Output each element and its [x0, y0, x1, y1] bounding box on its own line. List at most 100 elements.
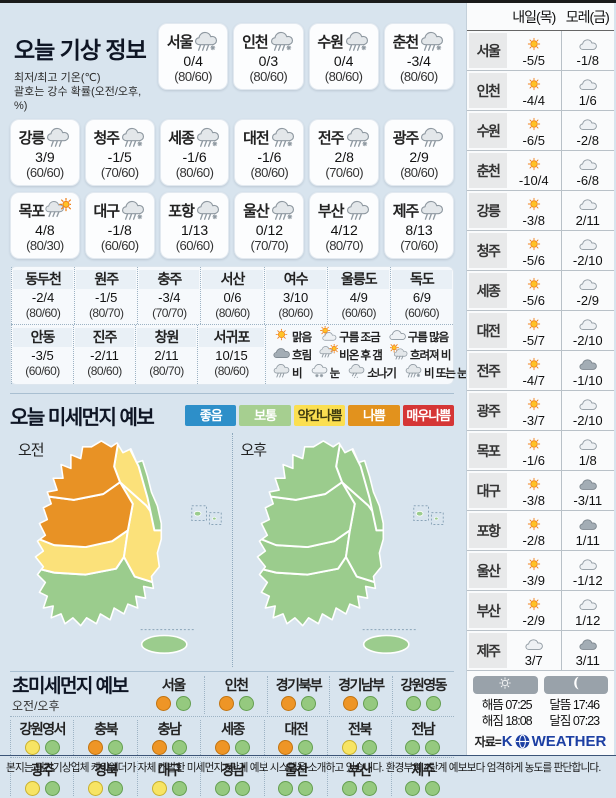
city-temp: -3/5 — [31, 348, 54, 363]
legend-item: 구름 많음 — [388, 326, 449, 348]
city-name: 대구 — [469, 473, 507, 508]
city-temp: 0/4 — [183, 53, 203, 69]
moonrise-time: 달뜸 17:46 — [549, 698, 600, 712]
precip-probability: (60/60) — [404, 306, 440, 320]
korea-dust-map — [256, 440, 444, 654]
ulleungdo-dokdo-inset — [191, 505, 222, 525]
am-dust-dot — [405, 740, 421, 755]
day-after-temp: -2/9 — [576, 292, 599, 308]
am-dust-dot — [214, 781, 230, 796]
legend-item: 비온 후 갬 — [319, 343, 383, 366]
city-temp: -2/11 — [90, 348, 119, 363]
precip-probability: (60/60) — [25, 364, 60, 378]
tomorrow-temp: -3/8 — [522, 492, 545, 508]
city-name: 여수 — [265, 270, 326, 289]
precip-probability: (80/60) — [249, 69, 288, 84]
ultrafine-region-cell: 대전 — [263, 720, 327, 755]
city-name: 제주 — [469, 633, 507, 668]
weather-icon — [577, 115, 599, 133]
precip-probability: (80/60) — [250, 165, 289, 180]
weather-icon — [419, 29, 445, 53]
precip-probability: (80/70) — [325, 238, 364, 253]
city-name: 대전 — [469, 313, 507, 348]
city-temp: 2/11 — [154, 348, 179, 363]
weather-icon — [523, 355, 545, 373]
legend-item: 흐림 — [272, 344, 312, 366]
main-column: 오늘 기상 정보 최저/최고 기온(℃) 괄호는 강수 확률(오전/오후, %)… — [0, 3, 468, 796]
city-weather-card: 제주 8/13 (70/60) — [384, 192, 454, 259]
precip-probability: (80/60) — [400, 165, 438, 180]
precip-probability: (60/60) — [175, 238, 214, 253]
city-name: 목포 — [469, 433, 507, 468]
precip-probability: (80/60) — [400, 69, 438, 84]
city-name: 충주 — [139, 270, 200, 289]
weather-icon — [577, 75, 599, 93]
pm-dust-dot — [238, 696, 254, 711]
tomorrow-temp: -3/8 — [522, 212, 545, 228]
city-name: 전주 — [317, 129, 345, 147]
city-forecast-row: 울산 -3/9 -1/12 — [467, 551, 614, 591]
minor-city-cell: 서산 0/6 (80/60) — [200, 267, 263, 324]
city-name: 독도 — [391, 270, 452, 289]
legend-item: 비 — [272, 362, 303, 384]
city-forecast-row: 춘천 -10/4 -6/8 — [467, 151, 614, 191]
minor-city-cell: 창원 2/11 (80/70) — [135, 325, 197, 384]
tomorrow-temp: -3/7 — [522, 412, 545, 428]
am-dust-dot — [88, 781, 104, 796]
city-weather-card: 울산 0/12 (70/70) — [234, 192, 305, 259]
weather-icon — [523, 115, 545, 133]
weather-icon — [45, 198, 72, 222]
minor-cities-table: 동두천 -2/4 (80/60) 원주 -1/5 (80/70) 충주 -3/4… — [10, 266, 468, 385]
am-dust-dot — [405, 781, 421, 796]
region-name: 세종 — [221, 721, 245, 737]
weather-icon — [270, 125, 296, 149]
jeju-inset — [362, 629, 416, 654]
city-name: 서산 — [202, 270, 263, 289]
city-weather-card: 인천 0/3 (80/60) — [233, 23, 304, 90]
tomorrow-temp: -3/9 — [522, 572, 545, 588]
dust-level-chip: 보통 — [239, 405, 291, 426]
city-name: 원주 — [76, 270, 137, 289]
city-temp: 0/6 — [223, 290, 242, 305]
dust-level-chip: 좋음 — [185, 405, 237, 426]
precip-probability: (70/70) — [152, 306, 187, 320]
city-forecast-row: 제주 3/7 3/11 — [467, 631, 614, 671]
weather-icon — [269, 29, 295, 53]
city-name: 수원 — [469, 113, 507, 148]
city-temp: 3/9 — [35, 149, 55, 165]
precip-probability: (80/60) — [278, 306, 313, 320]
region-name: 울산 — [284, 762, 309, 778]
weather-icon — [523, 75, 545, 93]
city-name: 광주 — [392, 129, 420, 147]
legend-item: 흐려져 비 — [389, 342, 451, 366]
city-name: 안동 — [13, 328, 72, 347]
city-weather-card: 강릉 3/9 (60/60) — [10, 119, 80, 186]
map-label-morning: 오전 — [18, 442, 45, 459]
precip-probability: (60/60) — [100, 238, 139, 253]
ultrafine-region-cell: 강원영동 — [391, 676, 454, 714]
weather-icon — [45, 125, 71, 149]
city-cards-row3: 목포 4/8 (80/30) 대구 -1/8 (60/60) — [10, 192, 454, 259]
city-forecast-row: 전주 -4/7 -1/10 — [467, 351, 614, 391]
weather-icon — [577, 35, 599, 53]
city-name: 춘천 — [392, 33, 420, 51]
region-name: 대구 — [157, 762, 182, 778]
pm-dust-dot — [361, 781, 377, 796]
ultrafine-region-cell: 경기북부 — [266, 676, 329, 714]
weather-icon — [270, 198, 296, 222]
region-name: 강원영서 — [19, 721, 66, 737]
sunset-time: 해짐 18:08 — [481, 714, 533, 728]
city-name: 대전 — [243, 129, 270, 147]
city-name: 진주 — [75, 328, 134, 347]
city-temp: -1/6 — [257, 149, 282, 165]
weather-icon — [523, 475, 545, 493]
city-weather-card: 부산 4/12 (80/70) — [309, 192, 380, 259]
sun-bar — [473, 676, 538, 694]
region-name: 전북 — [347, 721, 372, 737]
city-forecast-row: 청주 -5/6 -2/10 — [467, 231, 614, 271]
precip-probability: (60/60) — [26, 165, 64, 180]
pm-dust-dot — [363, 696, 379, 711]
city-name: 전주 — [469, 353, 507, 388]
city-name: 창원 — [137, 328, 196, 347]
day-after-temp: -1/10 — [572, 372, 603, 388]
